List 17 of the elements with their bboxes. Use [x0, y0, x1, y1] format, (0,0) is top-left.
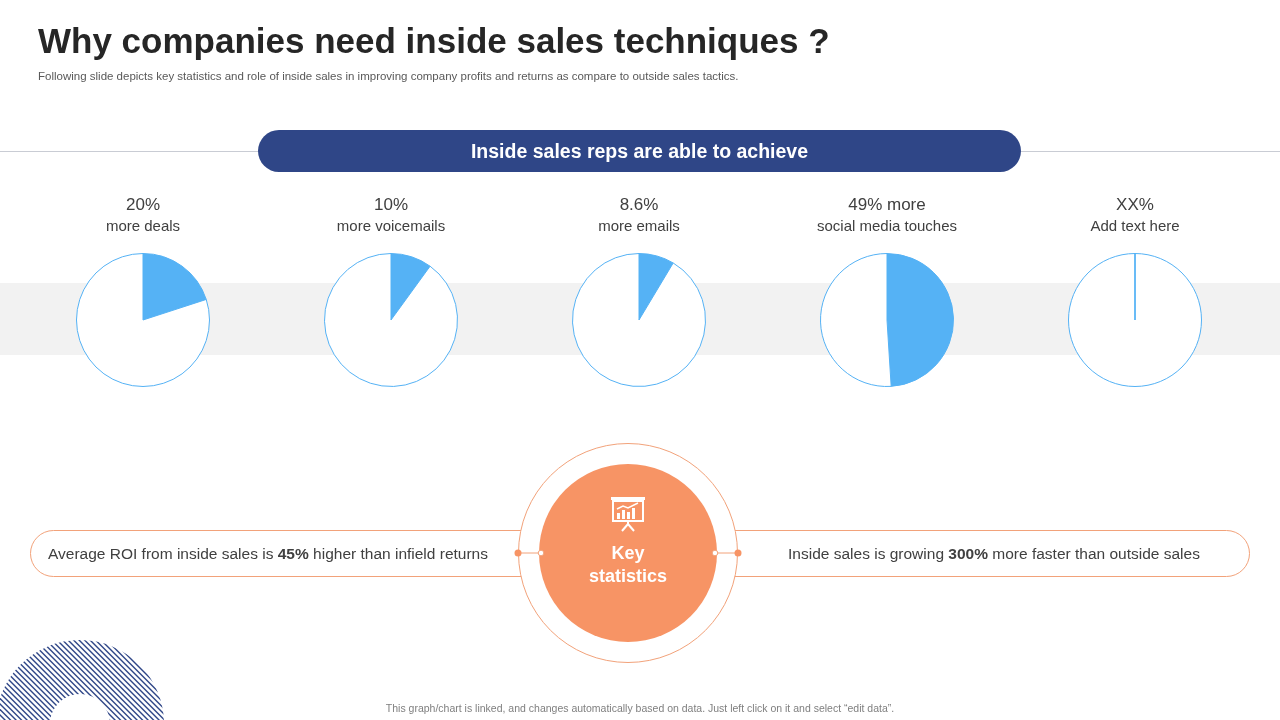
- chart-subtitle: more deals: [105, 217, 181, 234]
- chart-title: 8.6%: [619, 195, 659, 214]
- text: Following slide depicts key statistics and role of inside sales in improving company profits and returns as compare to outside sales tactics.: [38, 70, 739, 82]
- text: This graph/chart is linked, and changes automatically based on data. Just left click on it and select “edit data”.: [385, 702, 895, 714]
- chart-title: 49% more: [848, 195, 926, 214]
- text: Average ROI from inside sales is 45% higher than infield returns: [48, 545, 488, 562]
- text: Key statistics: [588, 543, 668, 586]
- text: Inside sales is growing 300% more faster than outside sales: [788, 545, 1200, 562]
- chart-subtitle: social media touches: [816, 217, 958, 234]
- text: Why companies need inside sales techniques ?: [38, 21, 830, 60]
- chart-title: 20%: [125, 195, 161, 214]
- chart-subtitle: more voicemails: [336, 217, 446, 234]
- chart-subtitle: more emails: [598, 217, 680, 234]
- chart-subtitle: Add text here: [1090, 217, 1180, 234]
- chart-title: XX%: [1116, 195, 1154, 214]
- chart-title: 10%: [373, 195, 409, 214]
- text: Inside sales reps are able to achieve: [470, 140, 809, 162]
